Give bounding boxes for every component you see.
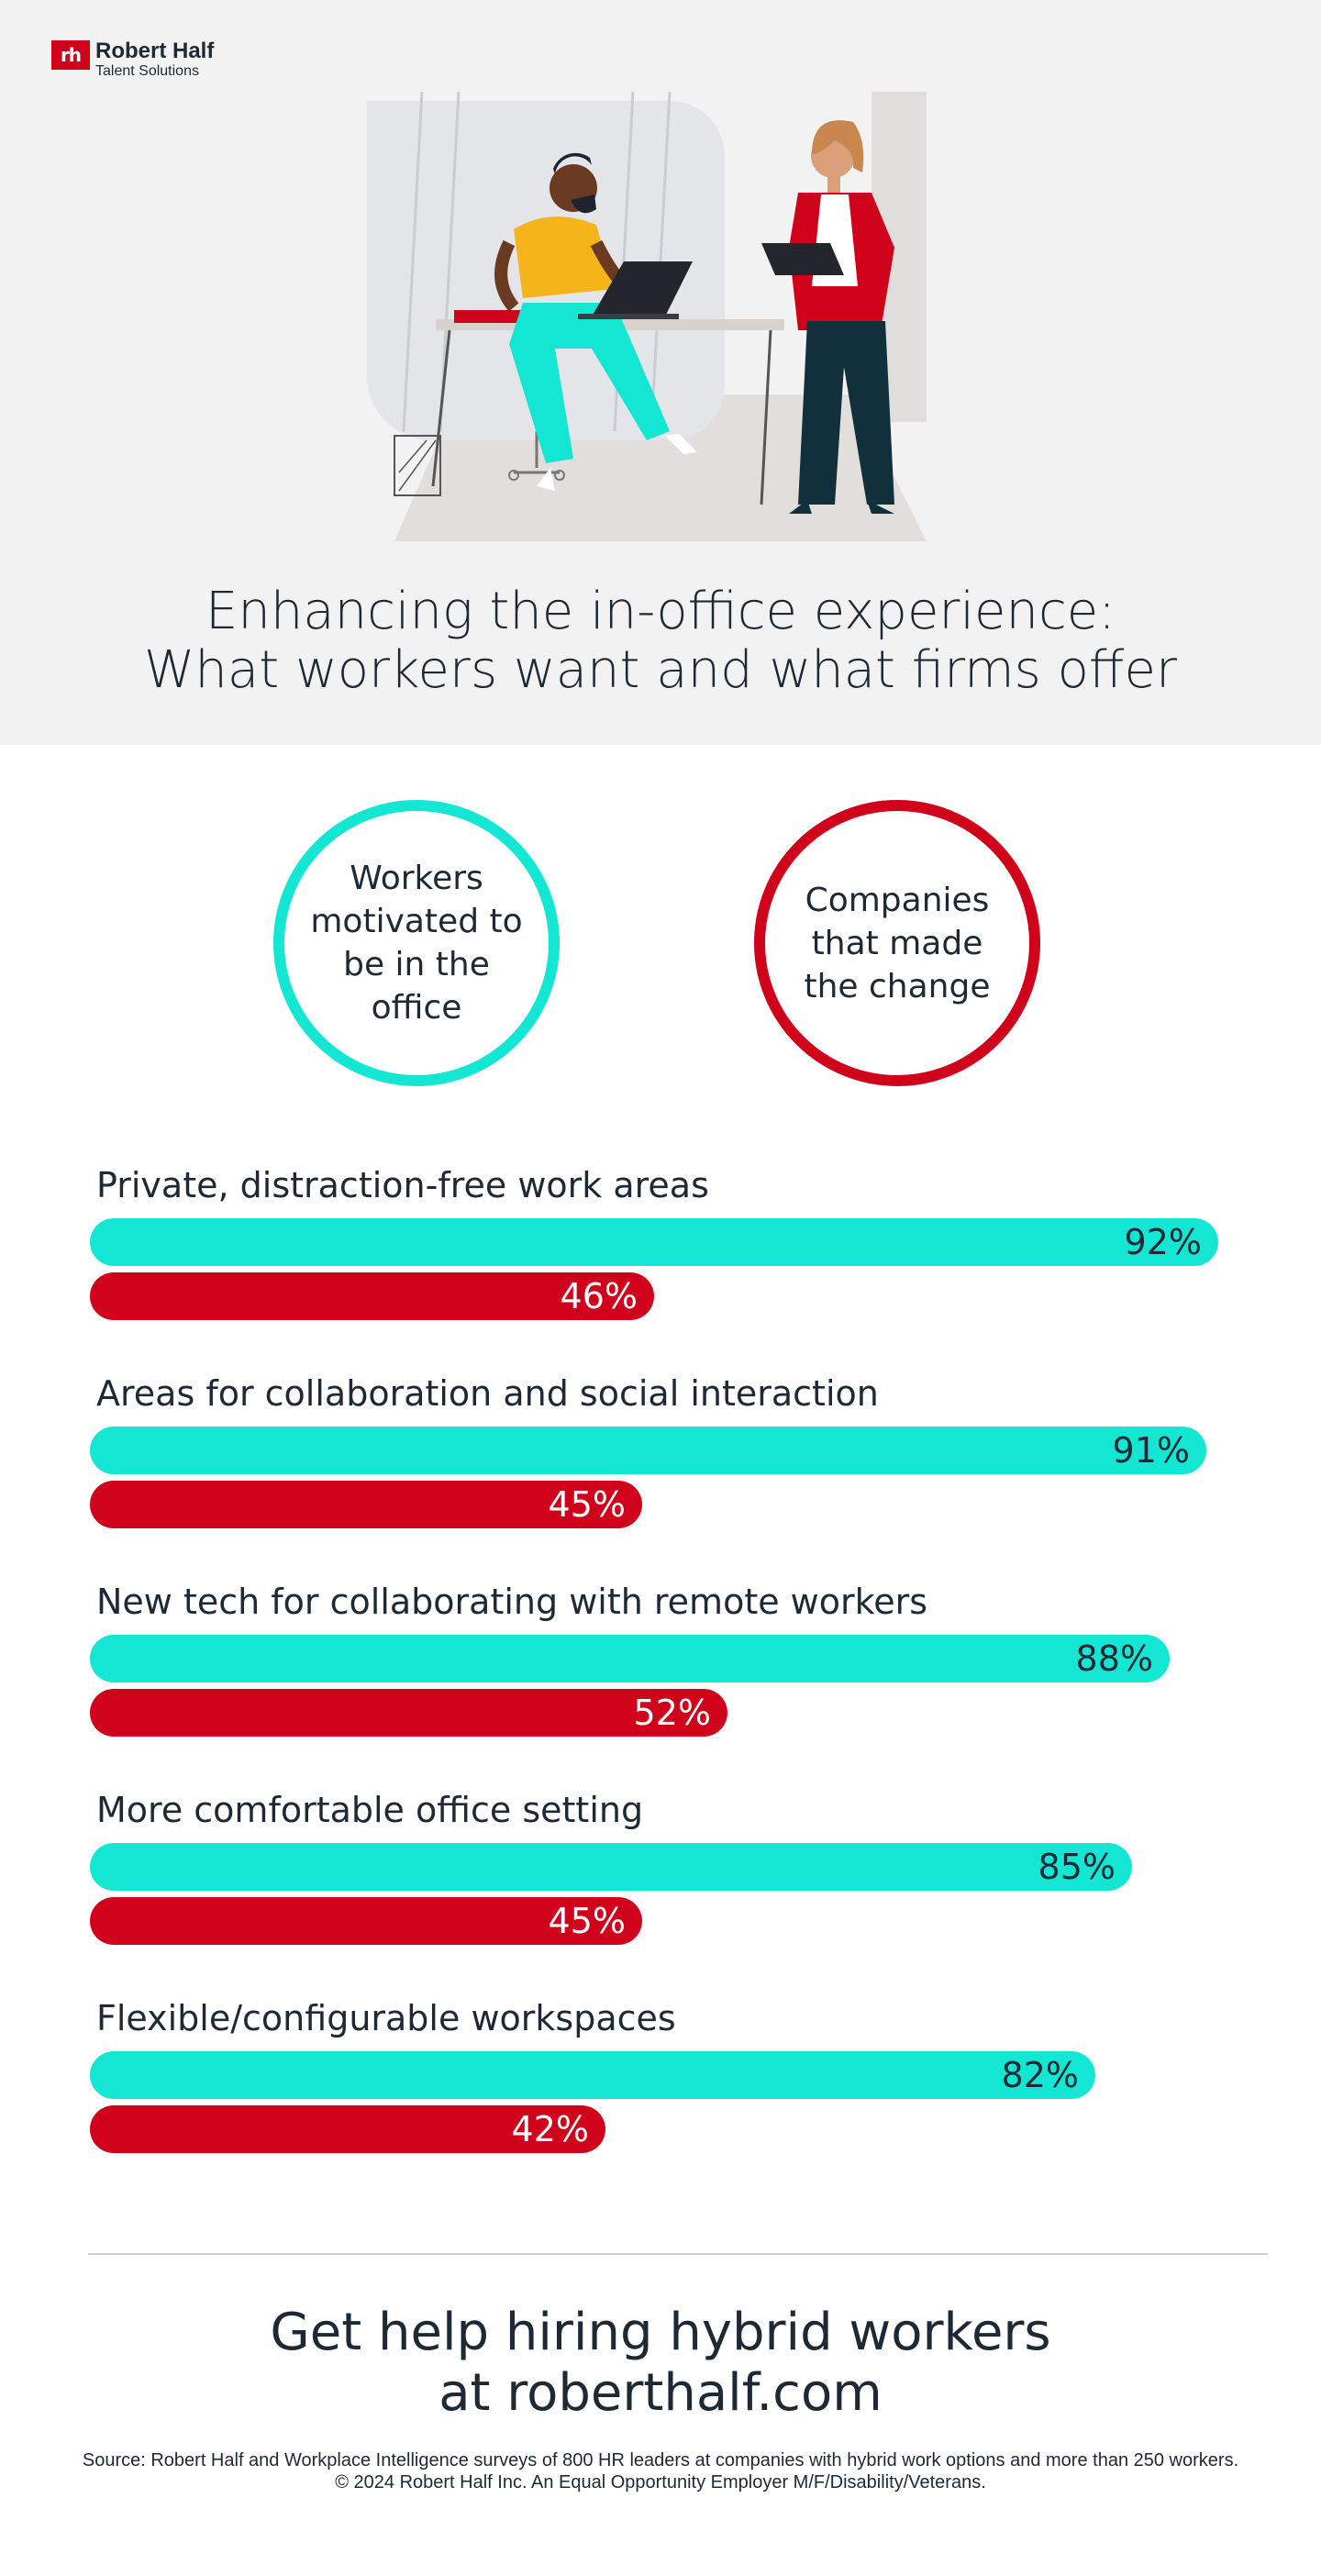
- legend-companies-label: Companies that made the change: [804, 881, 991, 1005]
- bar-companies: 46%: [90, 1272, 654, 1320]
- bar-workers: 82%: [90, 2051, 1095, 2099]
- category-label: Areas for collaboration and social inter…: [96, 1373, 879, 1414]
- bar-value-label: 52%: [633, 1693, 711, 1733]
- bar-value-label: 42%: [511, 2109, 589, 2149]
- rh-logo-mark: rh: [51, 40, 90, 70]
- category-label: Flexible/configurable workspaces: [96, 1998, 676, 2038]
- page-title: Enhancing the in-office experience: What…: [0, 583, 1321, 700]
- chart-legend: Workers motivated to be in the office Co…: [0, 800, 1321, 1112]
- brand-tagline: Talent Solutions: [95, 63, 199, 79]
- bar-value-label: 91%: [1112, 1430, 1190, 1471]
- legend-workers-label: Workers motivated to be in the office: [310, 860, 523, 1027]
- bar-workers: 85%: [90, 1843, 1132, 1891]
- hero-section: rh Robert Half Talent Solutions: [0, 0, 1321, 745]
- category-label: Private, distraction-free work areas: [96, 1165, 709, 1205]
- bar-workers: 88%: [90, 1635, 1170, 1682]
- page-title-line1: Enhancing the in-office experience:: [205, 582, 1116, 641]
- cta-line1: Get help hiring hybrid workers: [270, 2303, 1051, 2362]
- cta-line2[interactable]: at roberthalf.com: [438, 2363, 883, 2423]
- bar-companies: 45%: [90, 1897, 642, 1945]
- brand-name: Robert Half: [95, 39, 215, 63]
- section-divider: [88, 2253, 1268, 2255]
- bar-companies: 45%: [90, 1481, 642, 1528]
- bar-value-label: 88%: [1075, 1638, 1153, 1679]
- legend-companies-circle: Companies that made the change: [754, 800, 1040, 1086]
- bar-workers: 92%: [90, 1218, 1218, 1266]
- bar-value-label: 45%: [548, 1484, 626, 1525]
- bar-companies: 52%: [90, 1689, 727, 1737]
- cta-text: Get help hiring hybrid workers at robert…: [0, 2303, 1321, 2424]
- robert-half-logo[interactable]: rh Robert Half Talent Solutions: [51, 40, 214, 79]
- footer-copyright: © 2024 Robert Half Inc. An Equal Opportu…: [335, 2472, 986, 2493]
- bar-value-label: 45%: [548, 1901, 626, 1941]
- bar-value-label: 92%: [1124, 1222, 1202, 1262]
- category-label: More comfortable office setting: [96, 1790, 644, 1830]
- footer-source: Source: Robert Half and Workplace Intell…: [82, 2450, 1239, 2471]
- category-label: New tech for collaborating with remote w…: [96, 1582, 928, 1622]
- page-title-line2: What workers want and what firms offer: [144, 640, 1177, 700]
- footer: Source: Robert Half and Workplace Intell…: [0, 2449, 1321, 2493]
- legend-workers-circle: Workers motivated to be in the office: [273, 800, 560, 1086]
- office-workers-illustration: [367, 91, 927, 541]
- bar-chart: Private, distraction-free work areas 92% 4…: [0, 1165, 1321, 2174]
- bar-value-label: 46%: [560, 1276, 638, 1316]
- bar-value-label: 82%: [1001, 2055, 1079, 2095]
- bar-companies: 42%: [90, 2105, 605, 2153]
- bar-value-label: 85%: [1038, 1847, 1116, 1887]
- bar-workers: 91%: [90, 1427, 1206, 1474]
